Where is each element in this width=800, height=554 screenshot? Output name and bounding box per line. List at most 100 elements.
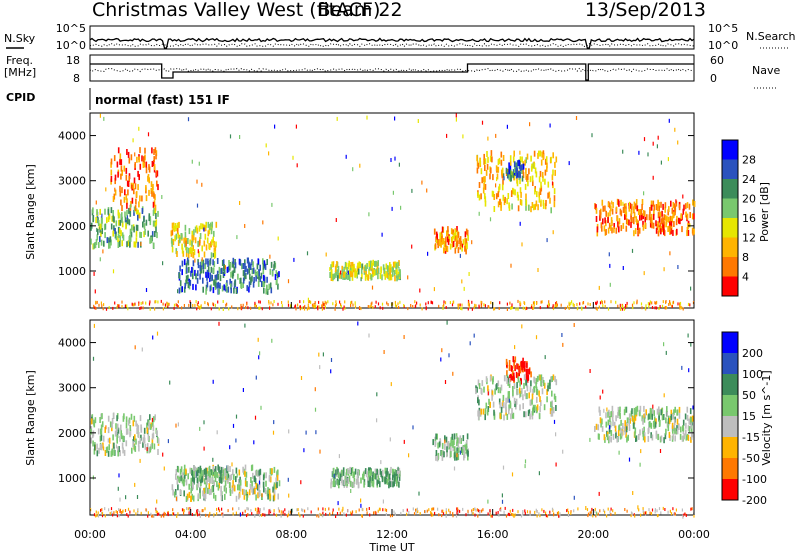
noise-cell	[181, 306, 183, 310]
noise-cell	[325, 512, 327, 516]
data-cell	[244, 470, 246, 477]
data-cell	[538, 176, 541, 183]
noise-cell	[318, 352, 320, 357]
noise-cell	[197, 301, 199, 305]
noise-cell	[648, 305, 650, 309]
data-cell	[385, 263, 388, 270]
data-cell	[481, 380, 484, 387]
noise-cell	[182, 508, 184, 512]
noise-cell	[606, 407, 608, 412]
data-cell	[137, 184, 139, 191]
colorbar-swatch	[722, 458, 738, 479]
data-cell	[526, 393, 528, 400]
noise-cell	[351, 512, 353, 516]
data-cell	[686, 213, 689, 220]
noise-cell	[222, 300, 224, 303]
noise-cell	[655, 306, 658, 310]
noise-cell	[654, 508, 656, 512]
noise-cell	[654, 306, 656, 310]
data-cell	[106, 446, 109, 453]
data-cell	[191, 470, 193, 477]
data-cell	[685, 434, 688, 441]
data-cell	[689, 212, 691, 218]
noise-cell	[358, 508, 360, 512]
noise-cell	[397, 302, 399, 306]
data-cell	[138, 174, 140, 181]
data-cell	[246, 268, 249, 275]
noise-cell	[318, 513, 320, 517]
data-cell	[628, 413, 631, 420]
data-cell	[197, 240, 199, 247]
data-cell	[672, 433, 674, 440]
data-cell	[674, 406, 676, 413]
noise-cell	[619, 303, 621, 307]
data-cell	[173, 225, 176, 232]
data-cell	[213, 250, 216, 257]
data-cell	[202, 277, 204, 284]
data-cell	[246, 285, 248, 292]
freq-trace	[90, 63, 694, 81]
noise-cell	[459, 253, 461, 258]
data-cell	[229, 486, 231, 493]
noise-cell	[622, 266, 624, 270]
noise-cell	[114, 187, 116, 192]
data-cell	[683, 433, 685, 440]
data-cell	[174, 489, 177, 495]
data-cell	[658, 421, 661, 427]
data-cell	[515, 371, 518, 378]
data-cell	[617, 430, 620, 437]
noise-cell	[115, 510, 117, 514]
noise-cell	[324, 507, 326, 511]
data-cell	[512, 386, 514, 392]
noise-cell	[623, 307, 625, 311]
noise-cell	[672, 300, 675, 304]
noise-cell	[322, 301, 324, 305]
noise-cell	[509, 301, 511, 305]
noise-cell	[296, 508, 298, 512]
data-cell	[461, 449, 464, 455]
data-cell	[335, 271, 337, 278]
data-cell	[215, 471, 217, 478]
data-cell	[186, 246, 188, 253]
noise-cell	[488, 305, 490, 309]
data-cell	[171, 229, 174, 236]
data-cell	[530, 155, 532, 162]
data-cell	[185, 250, 188, 257]
noise-cell	[576, 303, 578, 306]
data-cell	[341, 269, 344, 276]
noise-cell	[551, 507, 554, 511]
data-cell	[127, 240, 130, 247]
noise-cell	[334, 304, 337, 308]
data-cell	[211, 239, 213, 246]
data-cell	[531, 398, 533, 405]
data-cell	[122, 447, 124, 454]
noise-cell	[352, 303, 354, 307]
data-cell	[503, 402, 505, 409]
noise-cell	[93, 323, 95, 328]
data-cell	[534, 188, 536, 195]
data-cell	[536, 375, 539, 382]
data-cell	[533, 385, 536, 392]
data-cell	[510, 365, 513, 372]
data-cell	[445, 436, 448, 443]
data-cell	[209, 471, 211, 478]
noise-cell	[674, 512, 676, 516]
data-cell	[258, 485, 260, 492]
noise-cell	[417, 510, 419, 514]
data-cell	[192, 475, 194, 482]
data-cell	[189, 239, 191, 246]
data-cell	[530, 380, 532, 387]
noise-cell	[446, 133, 448, 138]
data-cell	[495, 165, 498, 172]
noise-cell	[562, 449, 564, 454]
noise-cell	[169, 380, 171, 385]
data-cell	[521, 156, 523, 163]
noise-cell	[475, 304, 477, 308]
data-cell	[332, 261, 335, 268]
data-cell	[180, 475, 182, 482]
noise-cell	[344, 300, 346, 304]
noise-cell	[562, 342, 564, 347]
data-cell	[666, 406, 668, 413]
data-cell	[151, 442, 153, 449]
data-cell	[528, 168, 530, 175]
